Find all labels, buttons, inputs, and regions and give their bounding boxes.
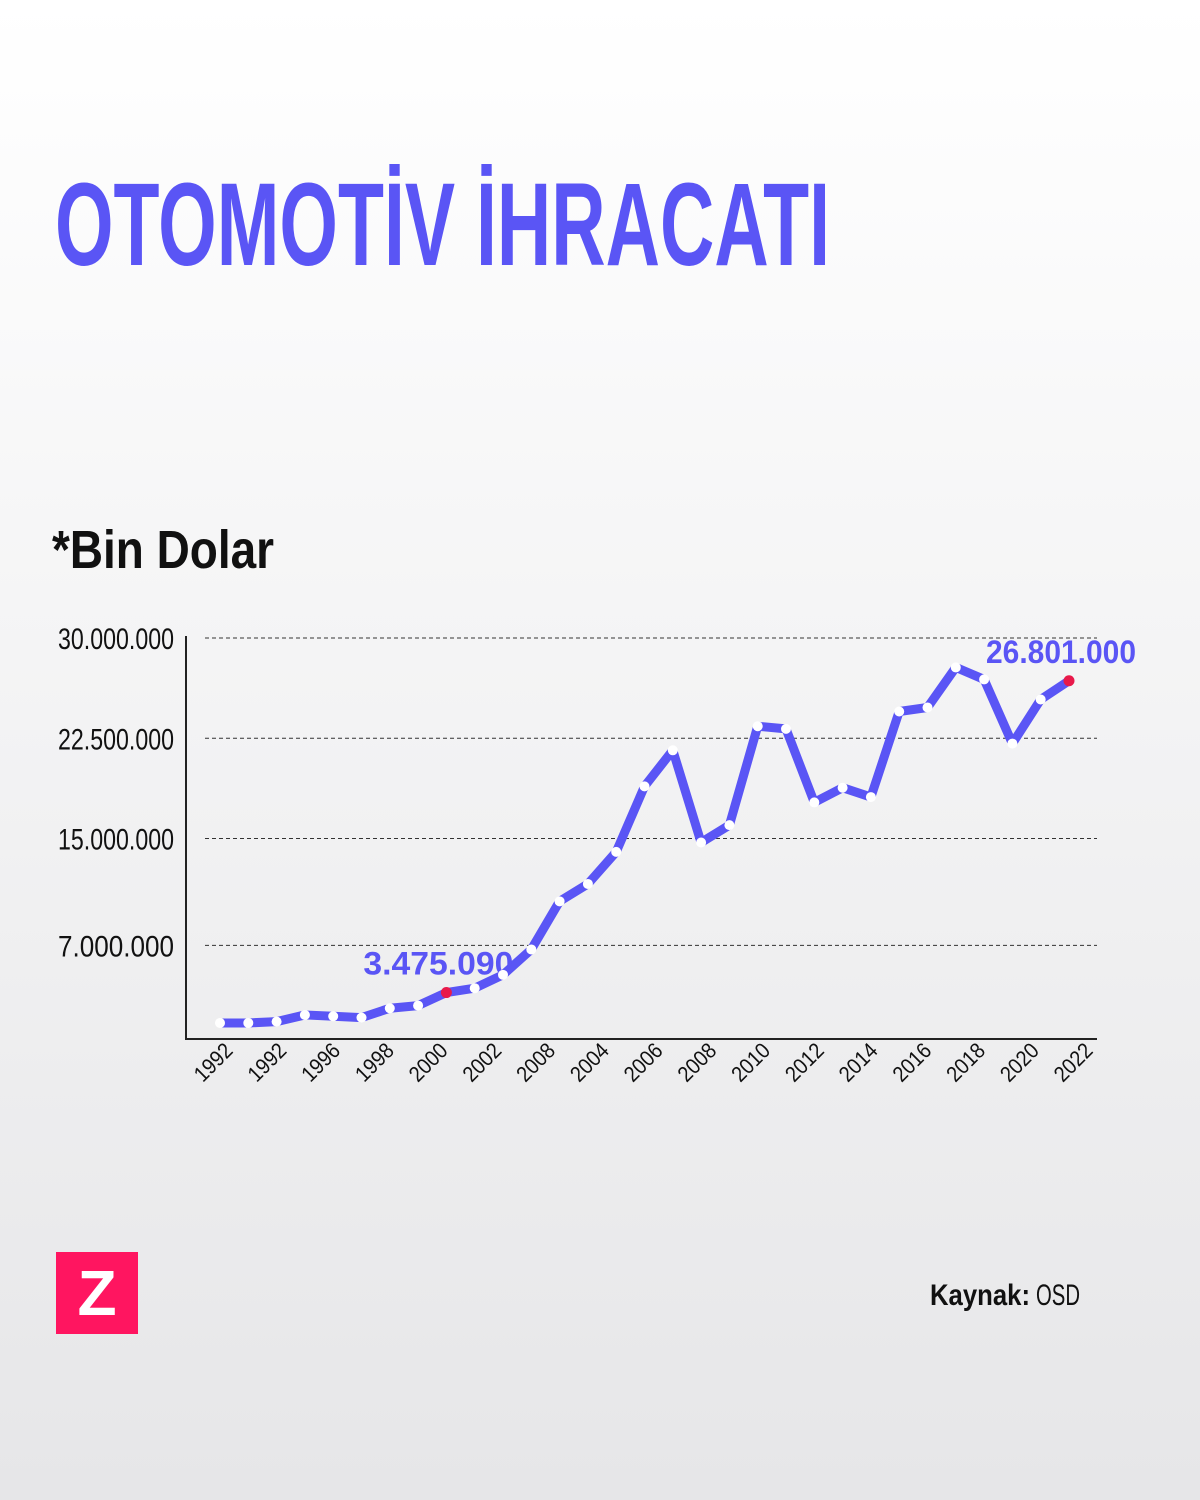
point	[781, 723, 791, 734]
point	[498, 969, 508, 980]
point	[837, 782, 848, 793]
chart-subtitle: *Bin Dolar	[52, 520, 274, 580]
point	[384, 1003, 395, 1014]
y-tick-label: 22.500.000	[58, 723, 174, 756]
point	[809, 797, 820, 808]
data-label: 3.475.090	[363, 946, 513, 982]
y-tick-label: 30.000.000	[58, 623, 174, 656]
logo: Z	[77, 1257, 116, 1329]
point	[215, 1017, 225, 1028]
source-label: Kaynak:	[930, 1279, 1030, 1312]
data-label: 26.801.000	[986, 634, 1136, 670]
point	[356, 1012, 367, 1023]
point	[696, 837, 707, 848]
point	[469, 983, 480, 994]
point	[865, 792, 876, 803]
point	[894, 706, 905, 717]
source: OSD	[1036, 1279, 1080, 1312]
point	[526, 944, 537, 955]
point	[724, 820, 735, 831]
point	[413, 1000, 424, 1011]
highlight-point	[440, 987, 452, 999]
chart-title: OTOMOTİV İHRACATI	[55, 159, 830, 291]
point	[639, 781, 650, 792]
point	[1035, 694, 1046, 705]
point	[328, 1011, 339, 1022]
y-tick-label: 15.000.000	[58, 824, 174, 857]
point	[752, 721, 763, 732]
point	[611, 846, 622, 857]
logo-box	[56, 1252, 138, 1334]
highlight-point	[1063, 675, 1075, 687]
point	[554, 896, 565, 907]
point	[1007, 738, 1018, 749]
point	[582, 878, 593, 889]
y-tick-label: 7.000.000	[58, 930, 174, 963]
point	[667, 745, 678, 756]
point	[299, 1009, 310, 1020]
point	[979, 674, 990, 685]
point	[271, 1016, 282, 1027]
point	[950, 662, 961, 673]
point	[922, 702, 933, 713]
point	[243, 1017, 254, 1028]
